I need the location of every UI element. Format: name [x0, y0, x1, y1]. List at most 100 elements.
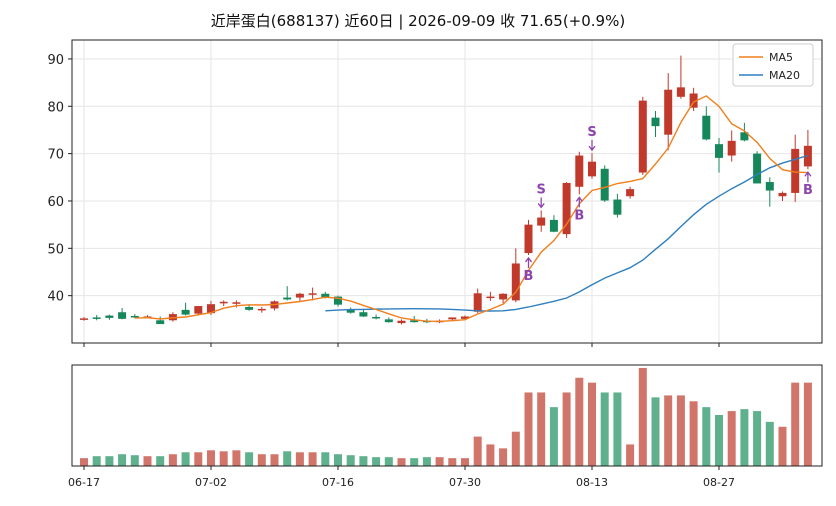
volume-bar	[283, 451, 292, 466]
volume-bar	[156, 456, 165, 466]
price-panel-frame	[71, 39, 823, 344]
candle-body	[283, 297, 292, 300]
candle-body	[575, 155, 584, 187]
volume-bar	[626, 444, 635, 466]
volume-bar	[448, 458, 457, 466]
candle-body	[664, 89, 673, 135]
candle-body	[511, 263, 520, 301]
volume-bar	[295, 452, 304, 466]
candle-body	[486, 296, 495, 299]
volume-bar	[270, 454, 279, 466]
y-tick-label: 60	[47, 195, 64, 210]
volume-bar	[143, 456, 152, 466]
volume-bar	[410, 458, 419, 466]
candle-body	[448, 317, 457, 320]
volume-bar	[105, 456, 114, 466]
volume-bar	[740, 409, 749, 466]
candle-body	[245, 307, 254, 310]
y-tick-label: 50	[47, 242, 64, 257]
volume-bar	[435, 457, 444, 466]
candle-body	[765, 182, 774, 191]
candle-body	[359, 312, 368, 317]
volume-bar	[372, 457, 381, 466]
candle-body	[715, 144, 723, 158]
volume-bar	[727, 411, 736, 466]
candle-body	[499, 293, 508, 300]
candle-body	[473, 293, 482, 312]
volume-bar	[676, 395, 685, 466]
candle-body	[702, 115, 711, 140]
buy-signal-label: B	[574, 208, 584, 223]
candle-body	[156, 320, 165, 325]
volume-bar	[791, 382, 800, 466]
volume-bar	[219, 451, 228, 466]
volume-bar	[702, 407, 711, 466]
volume-bar	[194, 452, 203, 466]
candle-body	[295, 293, 304, 298]
volume-bar	[511, 431, 520, 466]
candle-body	[651, 117, 660, 127]
ma5-line	[134, 95, 808, 323]
candle-body	[753, 153, 762, 184]
candle-body	[791, 148, 800, 193]
x-tick-label: 08-13	[576, 476, 608, 489]
candle-body	[549, 219, 558, 232]
volume-bar	[537, 392, 546, 466]
buy-signal-label: B	[524, 269, 534, 284]
candle-body	[740, 132, 749, 141]
volume-bar	[118, 454, 127, 466]
volume-bar	[461, 458, 469, 466]
x-tick-label: 07-30	[449, 476, 481, 489]
volume-bar	[232, 450, 241, 466]
candle-body	[778, 192, 787, 197]
candle-body	[232, 302, 241, 304]
ma20-line	[325, 154, 809, 312]
volume-bar	[334, 454, 342, 466]
candle-body	[689, 93, 698, 108]
y-tick-label: 40	[47, 290, 64, 305]
volume-bar	[778, 426, 787, 466]
candle-body	[308, 293, 317, 295]
volume-bar	[765, 421, 774, 466]
volume-bar	[651, 397, 660, 466]
volume-bar	[397, 458, 406, 466]
sell-arrow	[588, 140, 596, 152]
candle-body	[638, 100, 647, 173]
volume-bar	[92, 456, 101, 466]
volume-bar	[524, 392, 533, 466]
volume-bar	[359, 456, 368, 466]
buy-arrow	[804, 171, 812, 183]
candle-body	[130, 316, 139, 318]
sell-arrow	[537, 197, 545, 209]
x-tick-label: 08-27	[703, 476, 735, 489]
legend-ma5-label: MA5	[769, 51, 793, 64]
volume-bar	[207, 450, 215, 466]
candle-body	[334, 296, 342, 305]
volume-bar	[473, 436, 482, 466]
volume-bar	[181, 452, 190, 466]
candle-body	[105, 315, 114, 318]
candle-body	[118, 312, 127, 319]
x-tick-label: 07-02	[195, 476, 227, 489]
legend-ma20-label: MA20	[769, 69, 800, 82]
candle-body	[321, 293, 330, 298]
buy-signal-label: B	[803, 183, 813, 198]
volume-bar	[422, 457, 431, 466]
candle-body	[181, 309, 190, 315]
candle-body	[92, 317, 101, 319]
volume-bar	[588, 382, 596, 466]
candle-body	[537, 217, 546, 226]
candle-body	[613, 199, 622, 215]
candle-body	[219, 301, 228, 304]
candle-body	[562, 182, 571, 235]
volume-panel-frame	[71, 364, 823, 467]
candle-body	[410, 320, 419, 323]
candle-body	[397, 320, 406, 324]
buy-arrow	[524, 256, 533, 268]
candle-body	[600, 168, 609, 201]
candle-body	[727, 140, 736, 156]
candle-body	[384, 319, 393, 323]
buy-arrow	[575, 196, 583, 208]
volume-bar	[613, 392, 622, 466]
